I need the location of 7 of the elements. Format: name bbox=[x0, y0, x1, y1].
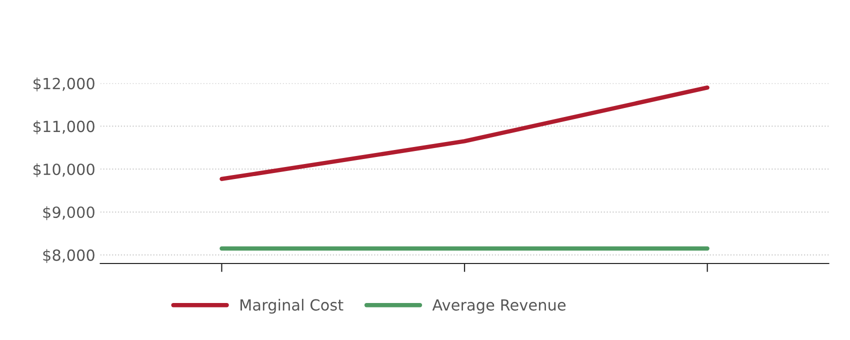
y-tick-label: $10,000 bbox=[34, 163, 94, 178]
legend-label: Marginal Cost bbox=[240, 298, 344, 314]
y-tick-label: $12,000 bbox=[34, 77, 94, 92]
y-tick-label: $8,000 bbox=[43, 249, 94, 263]
y-tick-label: $9,000 bbox=[43, 206, 94, 220]
y-tick-label: $11,000 bbox=[34, 120, 94, 134]
legend-label: Average Revenue bbox=[432, 299, 566, 314]
